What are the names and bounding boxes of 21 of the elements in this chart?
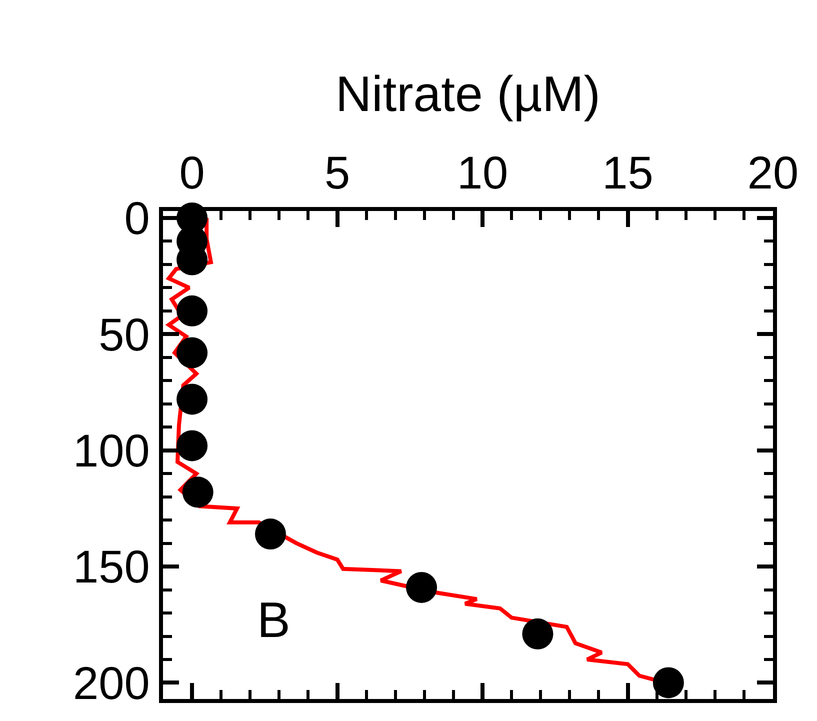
y-tick-label: 200 [73,656,150,709]
point [522,618,554,650]
point [176,384,208,415]
x-tick-label: 0 [179,146,205,199]
annotation: B [257,592,290,648]
point [176,337,208,368]
point [182,476,214,508]
x-axis-title: Nitrate (µM) [336,66,600,122]
point [406,572,438,603]
y-tick-label: 0 [124,192,150,244]
x-tick-label: 10 [456,146,508,199]
x-tick-label: 20 [747,146,799,199]
point [176,295,208,326]
y-tick-label: 100 [73,424,150,476]
x-tick-label: 15 [602,146,654,199]
point [652,667,684,698]
y-tick-label: 150 [73,540,150,593]
point [254,518,286,550]
x-tick-label: 5 [324,146,350,199]
y-tick-label: 50 [98,308,150,360]
point [176,430,208,462]
